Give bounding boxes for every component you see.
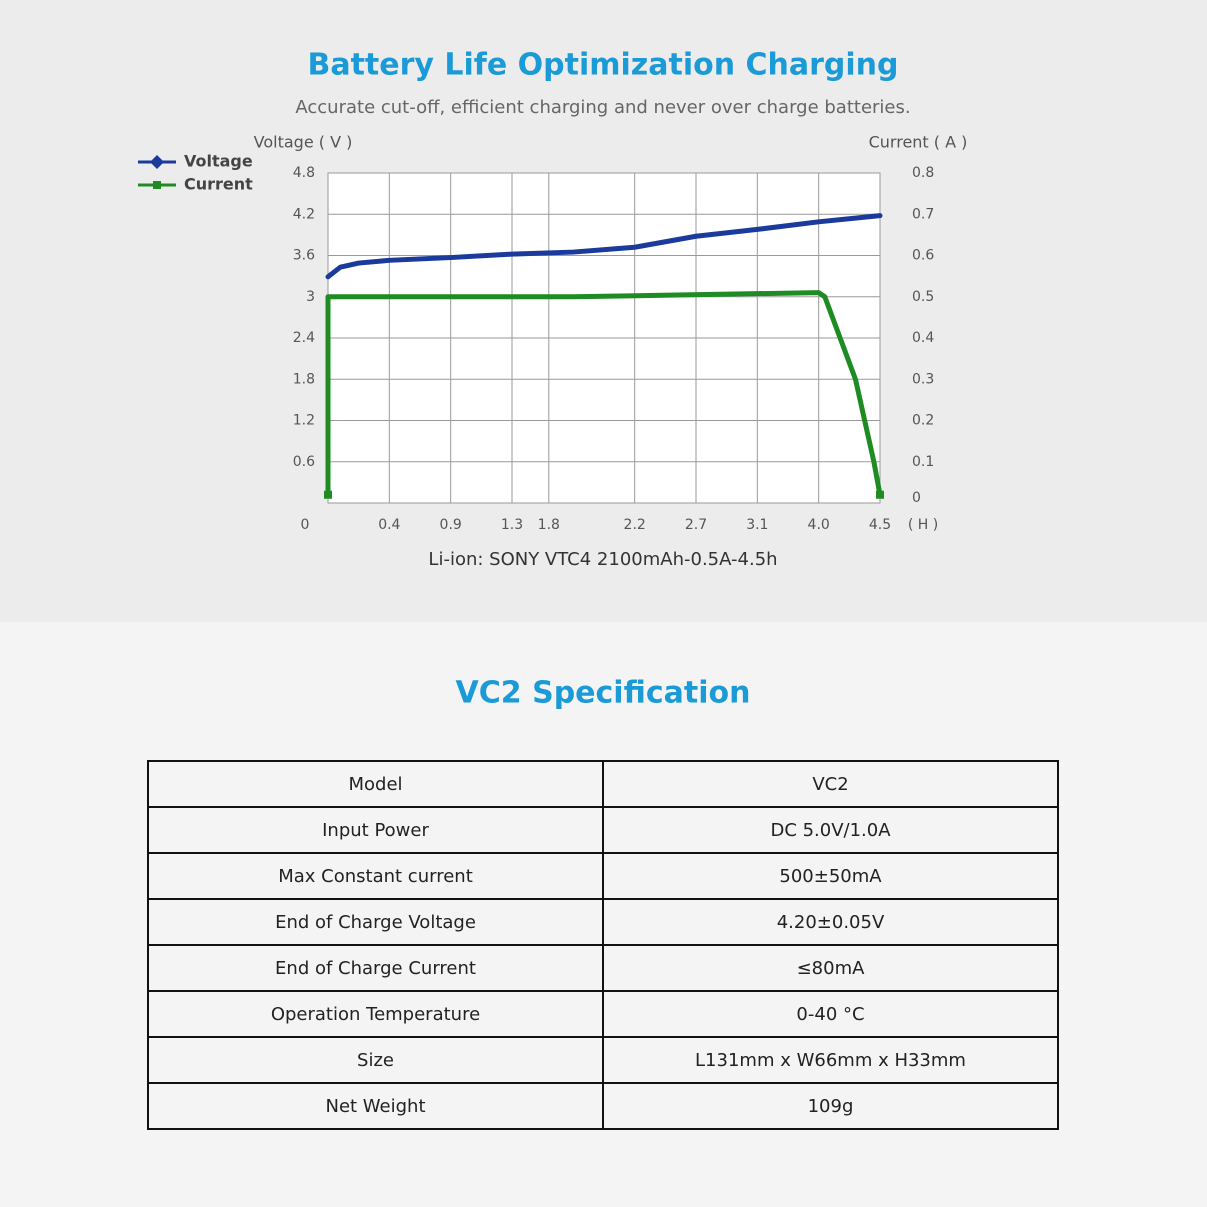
table-row: Net Weight 109g <box>147 1082 1059 1130</box>
legend-label: Current <box>184 175 253 194</box>
y-tick-label: 1.2 <box>293 413 315 429</box>
y2-axis-label: Current ( A ) <box>869 133 968 152</box>
y2-tick-label: 0.7 <box>912 206 934 222</box>
table-title: VC2 Specification <box>456 676 751 711</box>
x-tick-label: 0.9 <box>440 517 462 533</box>
legend-marker <box>150 155 164 169</box>
y-axis-label: Voltage ( V ) <box>254 133 353 152</box>
x-tick-label: 0.4 <box>378 517 400 533</box>
x-tick-label: 0 <box>301 517 310 533</box>
series-line <box>325 213 883 280</box>
y2-tick-label: 0.1 <box>912 454 934 470</box>
table-cell: Max Constant current <box>147 852 604 900</box>
y2-tick-label: 0.6 <box>912 248 934 264</box>
series-line <box>325 290 883 498</box>
x-axis-label: ( H ) <box>908 517 938 533</box>
table-cell: L131mm x W66mm x H33mm <box>602 1036 1059 1084</box>
y-tick-label: 1.8 <box>293 371 315 387</box>
marker <box>324 490 332 499</box>
spec-table: Model VC2 Input Power DC 5.0V/1.0A Max Const… <box>147 760 1059 1130</box>
table-cell: Size <box>147 1036 604 1084</box>
y-tick-label: 0.6 <box>293 454 315 470</box>
x-tick-label: 1.3 <box>501 517 523 533</box>
marker <box>876 490 884 499</box>
y2-tick-label: 0.3 <box>912 371 934 387</box>
table-cell: Operation Temperature <box>147 990 604 1038</box>
chart-caption: Li-ion: SONY VTC4 2100mAh-0.5A-4.5h <box>428 549 777 570</box>
x-tick-label: 4.0 <box>808 517 830 533</box>
table-cell: 500±50mA <box>602 852 1059 900</box>
x-tick-label: 2.7 <box>685 517 707 533</box>
chart-subtitle: Accurate cut-off, efficient charging and… <box>295 97 910 118</box>
x-tick-label: 4.5 <box>869 517 891 533</box>
y2-tick-label: 0.4 <box>912 330 934 346</box>
chart-title: Battery Life Optimization Charging <box>307 48 898 83</box>
table-cell: ≤80mA <box>602 944 1059 992</box>
table-row: Model VC2 <box>147 760 1059 808</box>
legend-marker <box>153 181 161 189</box>
y2-tick-label: 0 <box>912 490 921 506</box>
x-tick-label: 1.8 <box>538 517 560 533</box>
y2-tick-label: 0.8 <box>912 165 934 181</box>
legend-label: Voltage <box>184 152 253 171</box>
table-cell: Input Power <box>147 806 604 854</box>
table-row: End of Charge Voltage 4.20±0.05V <box>147 898 1059 946</box>
y2-tick-label: 0.5 <box>912 289 934 305</box>
y-tick-label: 4.2 <box>293 206 315 222</box>
table-row: Operation Temperature 0-40 °C <box>147 990 1059 1038</box>
x-tick-label: 2.2 <box>624 517 646 533</box>
table-row: Input Power DC 5.0V/1.0A <box>147 806 1059 854</box>
table-cell: VC2 <box>602 760 1059 808</box>
table-cell: Net Weight <box>147 1082 604 1130</box>
table-cell: 4.20±0.05V <box>602 898 1059 946</box>
table-row: End of Charge Current ≤80mA <box>147 944 1059 992</box>
table-row: Size L131mm x W66mm x H33mm <box>147 1036 1059 1084</box>
y-tick-label: 4.8 <box>293 165 315 181</box>
x-tick-label: 3.1 <box>746 517 768 533</box>
y-tick-label: 2.4 <box>293 330 315 346</box>
table-cell: End of Charge Current <box>147 944 604 992</box>
table-row: Max Constant current 500±50mA <box>147 852 1059 900</box>
table-cell: 0-40 °C <box>602 990 1059 1038</box>
table-cell: End of Charge Voltage <box>147 898 604 946</box>
table-cell: DC 5.0V/1.0A <box>602 806 1059 854</box>
table-cell: Model <box>147 760 604 808</box>
table-cell: 109g <box>602 1082 1059 1130</box>
y2-tick-label: 0.2 <box>912 413 934 429</box>
y-tick-label: 3 <box>306 289 315 305</box>
y-tick-label: 3.6 <box>293 248 315 264</box>
